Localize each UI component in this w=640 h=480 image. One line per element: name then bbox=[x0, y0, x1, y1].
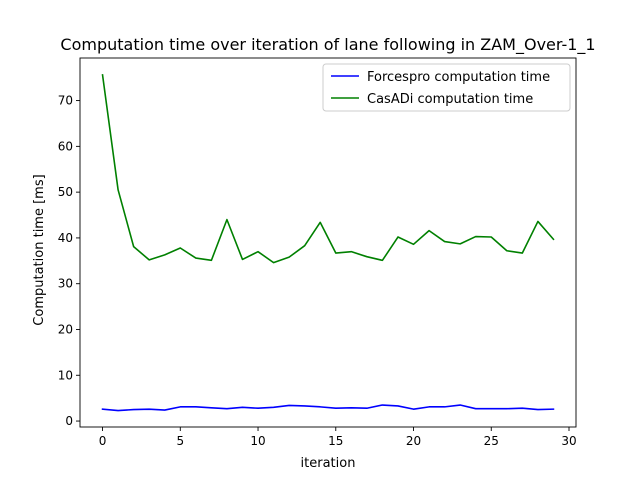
y-tick-label: 30 bbox=[58, 277, 73, 291]
legend-label-1: Forcespro computation time bbox=[367, 70, 550, 85]
chart-title: Computation time over iteration of lane … bbox=[60, 35, 595, 55]
legend-label-2: CasADi computation time bbox=[367, 92, 533, 107]
y-tick-label: 10 bbox=[58, 368, 73, 382]
x-tick-label: 15 bbox=[328, 434, 343, 448]
series-line-2 bbox=[101, 74, 555, 264]
x-tick-label: 5 bbox=[176, 434, 184, 448]
y-tick-label: 60 bbox=[58, 139, 73, 153]
x-axis-label: iteration bbox=[301, 456, 356, 471]
axes: 0 5 10 15 20 25 30 0 10 20 30 40 50 60 70 bbox=[58, 57, 577, 448]
y-tick-label: 70 bbox=[58, 94, 73, 108]
y-tick-label: 40 bbox=[58, 231, 73, 245]
x-tick-label: 30 bbox=[561, 434, 576, 448]
x-tick-label: 0 bbox=[99, 434, 107, 448]
y-axis-label: Computation time [ms] bbox=[32, 174, 47, 325]
plot-frame bbox=[79, 57, 577, 428]
x-tick-label: 25 bbox=[484, 434, 499, 448]
plot-lines bbox=[101, 74, 555, 412]
x-tick-label: 20 bbox=[406, 434, 421, 448]
legend-box bbox=[322, 63, 571, 112]
legend: Forcespro computation time CasADi computa… bbox=[322, 63, 571, 112]
y-tick-label: 20 bbox=[58, 322, 73, 336]
x-tick-label: 10 bbox=[250, 434, 265, 448]
y-tick-label: 0 bbox=[65, 414, 73, 428]
y-tick-label: 50 bbox=[58, 185, 73, 199]
series-line-1 bbox=[101, 404, 555, 412]
